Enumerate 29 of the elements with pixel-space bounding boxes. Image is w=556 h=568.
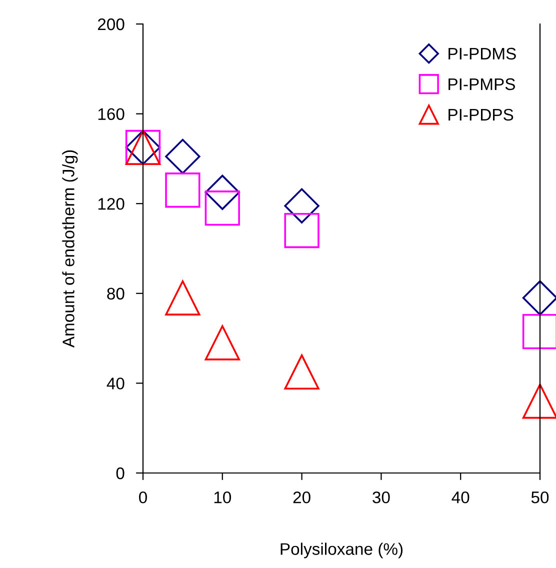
point bbox=[284, 354, 320, 390]
point bbox=[204, 190, 240, 226]
y-tick-label: 0 bbox=[116, 467, 124, 480]
legend-label: PI-PDMS bbox=[448, 48, 516, 60]
x-tick-label: 30 bbox=[372, 491, 390, 504]
point bbox=[522, 384, 556, 419]
point bbox=[165, 172, 200, 208]
x-tick-label: 20 bbox=[293, 491, 310, 504]
y-tick-label: 80 bbox=[107, 288, 124, 300]
point bbox=[284, 188, 320, 224]
y-tick-label: 120 bbox=[98, 198, 124, 210]
point bbox=[204, 325, 240, 360]
point bbox=[204, 174, 240, 210]
x-tick-label: 50 bbox=[531, 491, 549, 504]
point bbox=[522, 314, 556, 350]
point bbox=[522, 280, 556, 316]
y-axis-title: Amount of endotherm (J/g) bbox=[62, 150, 78, 348]
x-axis-title: Polysiloxane (%) bbox=[280, 542, 403, 558]
point bbox=[284, 212, 320, 248]
y-tick-label: 40 bbox=[106, 378, 124, 390]
x-tick-label: 0 bbox=[139, 491, 147, 504]
point bbox=[165, 280, 200, 316]
legend-label: PI-PDPS bbox=[448, 108, 514, 121]
point bbox=[165, 138, 200, 174]
y-tick-label: 200 bbox=[98, 18, 124, 30]
y-tick-label: 160 bbox=[98, 108, 124, 120]
x-tick-label: 10 bbox=[214, 491, 232, 504]
x-tick-label: 40 bbox=[452, 491, 470, 504]
legend-label: PI-PMPS bbox=[448, 78, 515, 90]
